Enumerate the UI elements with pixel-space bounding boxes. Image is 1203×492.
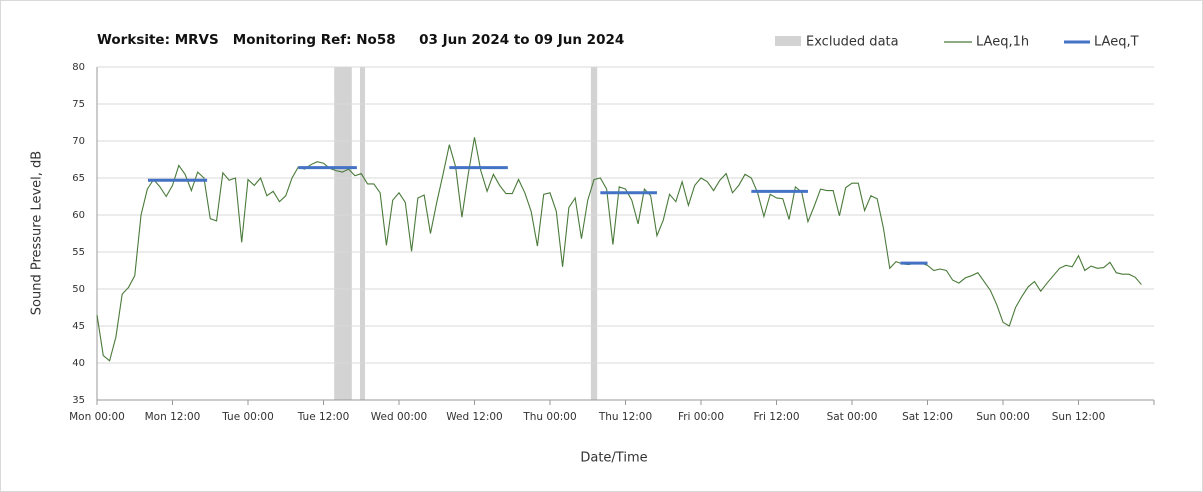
x-tick-label: Fri 00:00 (678, 411, 724, 423)
y-tick-label: 55 (72, 247, 85, 258)
excluded-band (590, 67, 598, 400)
x-tick-label: Wed 12:00 (446, 411, 503, 423)
x-axis-label: Date/Time (580, 451, 647, 466)
chart-title: Worksite: MRVS Monitoring Ref: No58 03 J… (97, 32, 624, 48)
y-tick-label: 80 (72, 62, 85, 73)
x-tick-label: Thu 12:00 (598, 411, 652, 423)
y-tick-label: 45 (72, 321, 85, 332)
x-tick-label: Tue 00:00 (221, 411, 274, 423)
y-tick-label: 50 (72, 284, 85, 295)
legend-label: LAeq,T (1094, 35, 1139, 50)
legend-label: Excluded data (806, 35, 899, 50)
y-tick-label: 75 (72, 99, 85, 110)
data-line (96, 137, 1142, 362)
legend-swatch (775, 36, 801, 46)
x-tick-label: Mon 00:00 (69, 411, 125, 423)
y-axis-label: Sound Pressure Level, dB (30, 151, 45, 315)
y-tick-label: 70 (72, 136, 85, 147)
legend-label: LAeq,1h (976, 35, 1029, 50)
y-tick-label: 65 (72, 173, 85, 184)
x-tick-label: Wed 00:00 (371, 411, 428, 423)
x-tick-label: Sun 00:00 (976, 411, 1030, 423)
x-tick-label: Tue 12:00 (297, 411, 350, 423)
x-tick-label: Sat 00:00 (827, 411, 878, 423)
y-tick-label: 35 (72, 395, 85, 406)
x-tick-label: Sun 12:00 (1052, 411, 1106, 423)
excluded-band (334, 67, 352, 400)
x-tick-label: Thu 00:00 (522, 411, 576, 423)
x-tick-label: Fri 12:00 (753, 411, 799, 423)
excluded-band (359, 67, 366, 400)
x-tick-label: Mon 12:00 (145, 411, 201, 423)
y-tick-label: 40 (72, 358, 85, 369)
y-tick-label: 60 (72, 210, 85, 221)
x-tick-label: Sat 12:00 (902, 411, 953, 423)
